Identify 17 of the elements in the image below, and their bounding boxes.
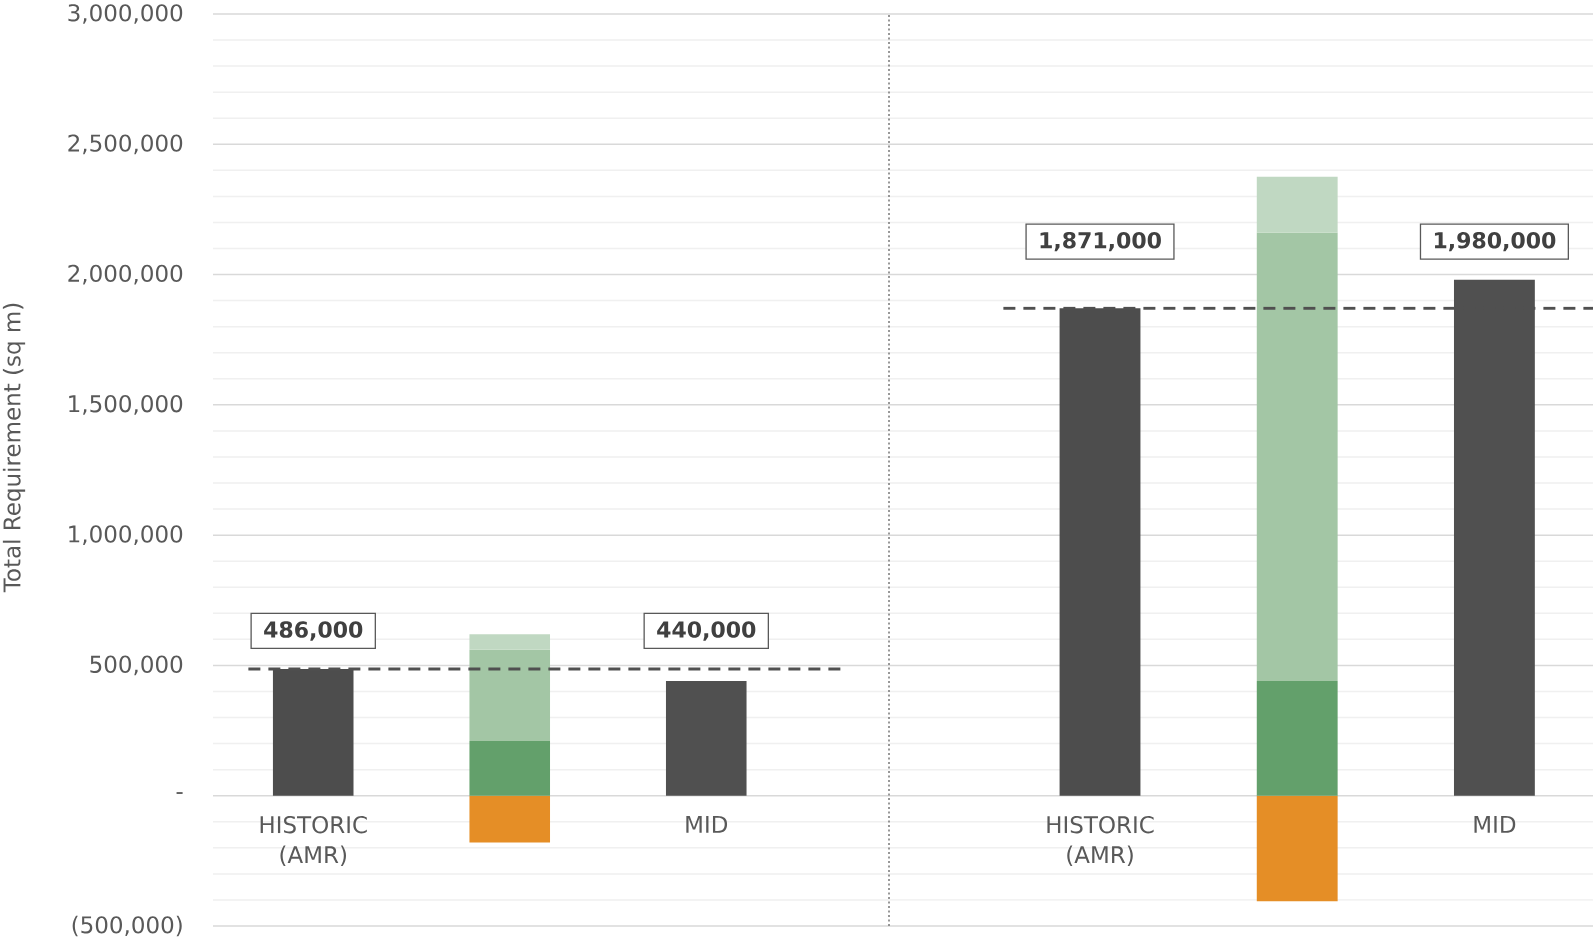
y-tick-label: 1,500,000 (69, 394, 183, 415)
y-tick-label: 2,500,000 (68, 134, 183, 155)
x-tick-label: HISTORIC (AMR) (1047, 815, 1154, 867)
data-label: 440,000 (657, 621, 756, 641)
x-tick-label: MID (686, 815, 728, 833)
x-tick-label: MID (1474, 815, 1516, 833)
y-tick-label: - (176, 792, 183, 794)
y-tick-label: 500,000 (90, 655, 183, 676)
data-label: 486,000 (264, 621, 363, 641)
y-tick-label: 2,000,000 (68, 264, 183, 285)
data-label: 1,871,000 (1040, 231, 1161, 252)
y-tick-label: 3,000,000 (68, 4, 183, 24)
y-axis-title: Total Requirement (sq m) (2, 303, 26, 593)
y-tick-label: 1,000,000 (69, 525, 183, 546)
y-tick-label: (500,000) (72, 915, 182, 937)
data-label: 1,980,000 (1434, 231, 1556, 252)
x-tick-label: HISTORIC (AMR) (260, 815, 367, 867)
